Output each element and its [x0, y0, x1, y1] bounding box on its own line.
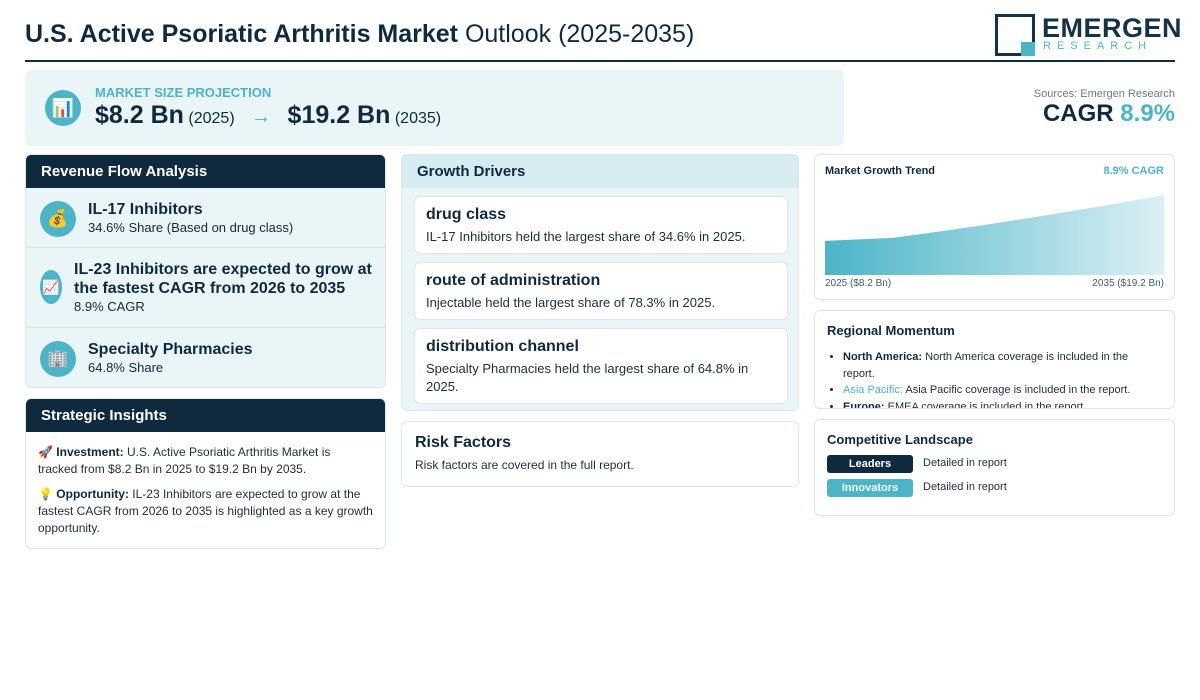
trend-area: [825, 195, 1164, 275]
strategic-insights-title: Strategic Insights: [26, 399, 385, 432]
insights-body: 🚀 Investment: U.S. Active Psoriatic Arth…: [26, 432, 385, 537]
page-title: U.S. Active Psoriatic Arthritis Market O…: [25, 20, 694, 49]
logo-subtitle: RESEARCH: [1043, 40, 1153, 52]
start-year: (2025): [188, 110, 235, 127]
projection-values: $8.2 Bn (2025) → $19.2 Bn (2035): [95, 101, 441, 130]
driver-card: distribution channel Specialty Pharmacie…: [414, 328, 788, 404]
driver-card: route of administration Injectable held …: [414, 262, 788, 320]
revenue-item: 💰 IL-17 Inhibitors 34.6% Share (Based on…: [26, 188, 385, 248]
region-name: Asia Pacific:: [843, 384, 903, 396]
driver-card-title: route of administration: [426, 272, 601, 289]
trend-cagr: 8.9% CAGR: [1103, 165, 1164, 177]
risk-factors-panel: Risk Factors Risk factors are covered in…: [401, 421, 799, 487]
investment-insight: 🚀 Investment: U.S. Active Psoriatic Arth…: [38, 444, 373, 478]
risk-factors-text: Risk factors are covered in the full rep…: [415, 458, 634, 472]
risk-factors-title: Risk Factors: [415, 434, 512, 451]
regional-momentum-title: Regional Momentum: [827, 323, 955, 338]
sources-text: Sources: Emergen Research: [1033, 88, 1175, 100]
lightbulb-icon: 💡: [38, 487, 53, 501]
innovators-badge: Innovators: [827, 479, 913, 497]
revenue-flow-panel: Revenue Flow Analysis 💰 IL-17 Inhibitors…: [25, 154, 386, 388]
revenue-item-sub: 34.6% Share (Based on drug class): [88, 220, 294, 235]
investment-text: U.S. Active Psoriatic Arthritis Market i…: [38, 445, 331, 476]
competitive-landscape-title: Competitive Landscape: [827, 432, 973, 447]
cagr-value: 8.9%: [1120, 100, 1175, 127]
region-item: Europe: EMEA coverage is included in the…: [843, 399, 1162, 409]
opportunity-text: IL-23 Inhibitors are expected to grow at…: [38, 487, 373, 535]
page-title-rest: Outlook (2025-2035): [458, 20, 695, 48]
region-text: Asia Pacific coverage is included in the…: [902, 384, 1131, 396]
trend-end-label: 2035 ($19.2 Bn): [1092, 278, 1164, 289]
rocket-icon: 🚀: [38, 445, 53, 459]
driver-card-text: IL-17 Inhibitors held the largest share …: [426, 229, 746, 244]
arrow-right-icon: →: [251, 106, 272, 128]
cagr-label: CAGR: [1042, 100, 1121, 127]
driver-card-title: distribution channel: [426, 338, 579, 355]
driver-card-text: Injectable held the largest share of 78.…: [426, 295, 716, 310]
trend-up-icon: 📈: [40, 270, 62, 304]
competitive-value: Detailed in report: [923, 481, 1007, 493]
growth-drivers-panel: Growth Drivers drug class IL-17 Inhibito…: [401, 154, 799, 411]
driver-card: drug class IL-17 Inhibitors held the lar…: [414, 196, 788, 254]
cagr-headline: CAGR 8.9%: [1043, 100, 1175, 128]
revenue-item: 📈 IL-23 Inhibitors are expected to grow …: [26, 248, 385, 328]
leaders-badge: Leaders: [827, 455, 913, 473]
revenue-item-title: Specialty Pharmacies: [88, 341, 253, 358]
trend-title: Market Growth Trend: [825, 165, 936, 177]
logo-name: EMERGEN: [1042, 13, 1183, 43]
revenue-item: 🏢 Specialty Pharmacies 64.8% Share: [26, 328, 385, 387]
emergen-logo: EMERGEN RESEARCH: [995, 13, 1182, 56]
strategic-insights-panel: Strategic Insights 🚀 Investment: U.S. Ac…: [25, 398, 386, 549]
projection-label: MARKET SIZE PROJECTION: [95, 85, 272, 100]
market-growth-trend-panel: Market Growth Trend 8.9% CAGR 2025 ($8.2…: [814, 154, 1175, 300]
opportunity-label: Opportunity:: [56, 487, 129, 501]
competitive-row: Innovators Detailed in report: [827, 479, 1162, 503]
building-icon: 🏢: [40, 341, 76, 377]
end-year: (2035): [394, 110, 442, 127]
regional-list: North America: North America coverage is…: [827, 349, 1162, 409]
revenue-flow-title: Revenue Flow Analysis: [26, 155, 385, 188]
competitive-landscape-panel: Competitive Landscape Leaders Detailed i…: [814, 419, 1175, 516]
opportunity-insight: 💡 Opportunity: IL-23 Inhibitors are expe…: [38, 486, 373, 537]
region-name: Europe:: [843, 400, 885, 409]
money-bag-icon: 💰: [40, 201, 76, 237]
driver-card-title: drug class: [426, 206, 507, 223]
revenue-item-title: IL-23 Inhibitors are expected to grow at…: [74, 261, 372, 297]
revenue-item-sub: 8.9% CAGR: [74, 299, 145, 314]
regional-momentum-panel: Regional Momentum North America: North A…: [814, 310, 1175, 409]
page-header: U.S. Active Psoriatic Arthritis Market O…: [25, 12, 1182, 62]
competitive-row: Leaders Detailed in report: [827, 455, 1162, 479]
logo-mark-icon: [995, 14, 1035, 56]
growth-drivers-title: Growth Drivers: [402, 155, 798, 188]
region-name: North America:: [843, 351, 923, 363]
trend-start-label: 2025 ($8.2 Bn): [825, 278, 892, 289]
region-text: EMEA coverage is included in the report.: [884, 400, 1087, 409]
market-size-projection: 📊 MARKET SIZE PROJECTION $8.2 Bn (2025) …: [25, 70, 844, 146]
trend-chart: [825, 195, 1164, 275]
revenue-item-title: IL-17 Inhibitors: [88, 201, 203, 218]
end-value: $19.2 Bn: [287, 101, 391, 129]
competitive-value: Detailed in report: [923, 457, 1007, 469]
page-title-bold: U.S. Active Psoriatic Arthritis Market: [25, 20, 459, 48]
region-item: North America: North America coverage is…: [843, 349, 1162, 382]
bar-chart-icon: 📊: [45, 90, 81, 126]
region-item: Asia Pacific: Asia Pacific coverage is i…: [843, 382, 1162, 399]
driver-card-text: Specialty Pharmacies held the largest sh…: [426, 361, 749, 394]
start-value: $8.2 Bn: [95, 101, 184, 129]
investment-label: Investment:: [56, 445, 124, 459]
revenue-item-sub: 64.8% Share: [88, 360, 164, 375]
region-text: North America coverage is included in th…: [843, 351, 1129, 380]
